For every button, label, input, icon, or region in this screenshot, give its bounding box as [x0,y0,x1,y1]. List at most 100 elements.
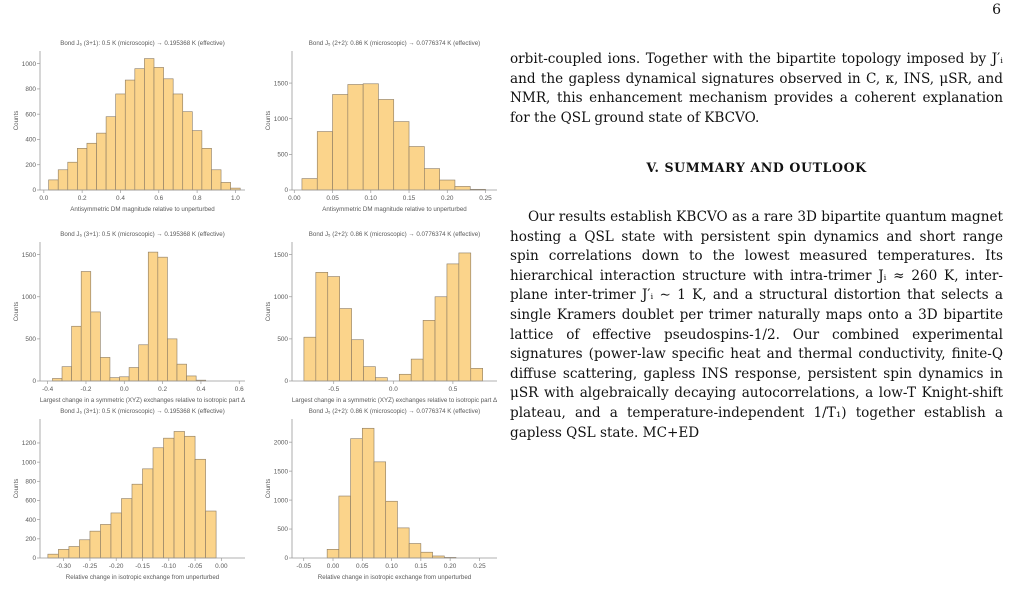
x-tick-label: -0.05 [188,563,203,570]
histogram-bar [119,376,130,382]
x-tick-label: -0.20 [109,563,124,570]
text-column: orbit-coupled ions. Together with the bi… [510,50,1003,443]
histogram-svg: Bond J₅ (2+2): 0.86 K (microscopic) → 0.… [265,408,497,581]
y-tick-label: 800 [25,479,36,486]
histogram-dm-j5: Bond J₅ (2+2): 0.86 K (microscopic) → 0.… [262,37,505,213]
y-tick-label: 0 [284,187,288,194]
histogram-bar [338,495,351,559]
histogram-bar [220,182,231,191]
x-tick-label: -0.10 [161,563,176,570]
section-heading: V. SUMMARY AND OUTLOOK [646,160,867,176]
y-tick-label: 500 [277,526,288,533]
chart-title: Bond J₆ (3+1): 0.5 K (microscopic) → 0.1… [60,231,225,238]
x-tick-label: -0.2 [80,386,91,393]
histogram-bar [410,358,424,382]
histogram-bar [67,161,78,191]
x-axis-label: Relative change in isotropic exchange fr… [66,574,220,581]
histogram-iso-j5: Bond J₅ (2+2): 0.86 K (microscopic) → 0.… [262,405,505,581]
histogram-bar [363,366,376,382]
histogram-bar [90,311,101,382]
x-tick-label: -0.30 [56,563,71,570]
x-tick-label: 0.0 [120,386,129,393]
histogram-bar [96,132,107,191]
x-axis-label: Antisymmetric DM magnitude relative to u… [322,206,467,213]
histogram-bar [131,483,143,559]
x-tick-label: 0.5 [448,386,457,393]
histogram-bar [327,276,340,382]
histogram-bar [147,251,159,382]
histogram-bar [109,377,120,382]
histogram-bar [163,78,174,191]
histogram-bar [446,263,460,382]
histogram-bar [186,375,197,382]
histogram-bar [68,546,80,559]
y-axis-label: Counts [265,302,272,322]
y-tick-label: 600 [25,498,36,505]
y-tick-label: 1000 [22,294,37,301]
histogram-bar [454,186,471,191]
histogram-bar [105,116,116,191]
histogram-svg: Bond J₅ (2+2): 0.86 K (microscopic) → 0.… [265,231,497,404]
histogram-bar [434,296,448,382]
histogram-bar [373,461,387,559]
histogram-bar [172,93,184,191]
paragraph-summary: Our results establish KBCVO as a rare 3D… [510,208,1003,441]
page-number: 6 [992,2,1001,18]
histogram-svg: Bond J₆ (3+1): 0.5 K (microscopic) → 0.1… [13,231,245,404]
histogram-bar [89,530,101,559]
histogram-bar [86,142,97,191]
x-tick-label: 0.00 [327,563,340,570]
y-tick-label: 500 [277,152,288,159]
histogram-xyz-j6: Bond J₆ (3+1): 0.5 K (microscopic) → 0.1… [10,228,253,404]
x-tick-label: 0.6 [235,386,244,393]
x-tick-label: 0.4 [116,195,125,202]
histogram-bar [420,551,433,559]
histogram-svg: Bond J₆ (3+1): 0.5 K (microscopic) → 0.1… [13,408,245,581]
x-tick-label: 0.0 [39,195,48,202]
x-tick-label: 0.4 [196,386,205,393]
y-tick-label: 200 [25,536,36,543]
x-tick-label: -0.5 [328,386,339,393]
chart-title: Bond J₅ (2+2): 0.86 K (microscopic) → 0.… [309,408,480,415]
histogram-bar [301,178,318,191]
histogram-bar [315,272,329,382]
y-tick-label: 0 [32,555,36,562]
x-tick-label: 0.00 [288,195,301,202]
histogram-bar [182,111,193,191]
x-tick-label: 0.00 [215,563,228,570]
paragraph-intro: orbit-coupled ions. Together with the bi… [510,51,1003,126]
y-tick-label: 1000 [274,294,289,301]
x-tick-label: 0.25 [473,563,486,570]
histogram-bar [339,308,352,382]
histogram-bar [173,431,185,559]
histogram-bar [201,148,212,191]
histogram-bar [134,68,145,191]
histogram-bar [408,146,425,191]
histogram-bar [424,168,440,191]
x-tick-label: 0.05 [326,195,339,202]
x-axis-label: Antisymmetric DM magnitude relative to u… [70,206,215,213]
histogram-bar [398,373,412,382]
x-tick-label: 0.05 [356,563,369,570]
histogram-bar [115,93,126,191]
histogram-bar [163,437,175,559]
y-tick-label: 1500 [22,252,37,259]
histogram-bar [303,336,317,382]
histogram-bar [157,256,168,382]
y-tick-label: 500 [277,336,288,343]
histogram-bar [350,438,363,559]
histogram-bar [77,148,88,191]
histogram-bar [422,320,436,382]
histogram-bar [192,130,203,191]
x-tick-label: 0.10 [385,563,398,570]
histogram-bar [458,252,472,382]
histogram-bar [153,67,164,191]
histogram-bar [142,468,154,559]
y-axis-label: Counts [265,479,272,499]
histogram-bar [100,524,112,559]
histogram-bar [397,527,410,559]
y-tick-label: 0 [32,187,36,194]
y-tick-label: 200 [25,162,36,169]
histogram-bar [57,169,69,191]
y-tick-label: 0 [32,378,36,385]
